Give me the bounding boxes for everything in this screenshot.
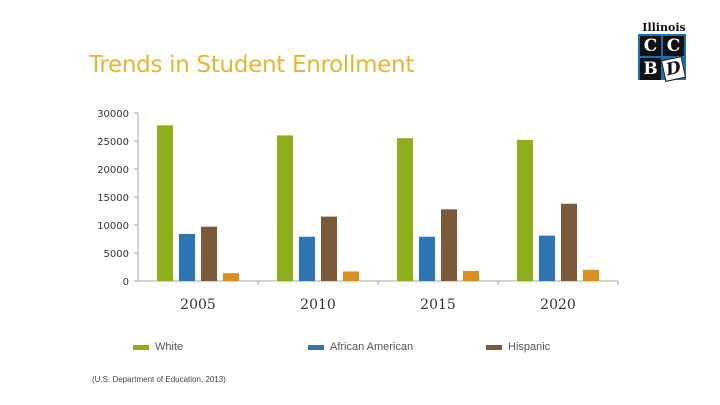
bar-white-2010 — [277, 135, 293, 281]
legend-label-hispanic: Hispanic — [508, 341, 551, 353]
logo-state-label: Illinois — [642, 21, 686, 34]
illinois-ccbd-logo: Illinois C C B D — [636, 22, 692, 82]
bar-white-2005 — [157, 125, 173, 281]
legend-swatch-white — [133, 344, 149, 350]
y-tick-label: 20000 — [97, 165, 129, 176]
bar-series-4-2010 — [343, 271, 359, 281]
bar-african-american-2020 — [539, 235, 555, 281]
legend-item-white: White — [133, 340, 183, 354]
enrollment-bar-chart: 0 5000 10000 15000 20000 25000 30000 2005 2010 20… — [97, 109, 619, 313]
bar-hispanic-2015 — [441, 209, 457, 281]
bar-hispanic-2005 — [201, 226, 217, 281]
bar-white-2020 — [517, 139, 533, 281]
y-tick-label: 25000 — [97, 137, 129, 148]
legend-swatch-african-american — [308, 344, 324, 350]
logo-letter-c1: C — [640, 36, 661, 56]
bar-series-4-2005 — [223, 273, 239, 281]
y-tick-label: 30000 — [97, 109, 129, 120]
x-tick-label-2020: 2020 — [540, 297, 576, 313]
bar-series-4-2015 — [463, 270, 479, 281]
source-citation: (U.S. Department of Education, 2013) — [92, 375, 226, 384]
x-tick-label-2010: 2010 — [300, 297, 336, 313]
legend-label-african-american: African American — [330, 341, 414, 353]
logo-letter-b: B — [640, 58, 661, 80]
legend-item-hispanic: Hispanic — [486, 340, 550, 354]
legend-label-white: White — [155, 341, 184, 353]
legend-item-african-american: African American — [308, 340, 413, 354]
y-tick-label: 10000 — [97, 221, 129, 232]
x-tick-label-2005: 2005 — [180, 297, 216, 313]
bar-white-2015 — [397, 138, 413, 281]
bar-african-american-2005 — [179, 233, 195, 281]
bar-hispanic-2010 — [321, 216, 337, 281]
bar-series-4-2020 — [583, 269, 599, 281]
logo-grid: C C B D — [638, 34, 687, 82]
y-tick-label: 0 — [123, 277, 129, 288]
y-tick-label: 15000 — [97, 193, 129, 204]
bar-hispanic-2020 — [561, 203, 577, 281]
slide-title: Trends in Student Enrollment — [89, 52, 415, 78]
bar-african-american-2015 — [419, 236, 435, 281]
x-tick-label-2015: 2015 — [420, 297, 456, 313]
y-tick-label: 5000 — [104, 249, 129, 260]
legend-swatch-hispanic — [486, 344, 502, 350]
logo-letter-c2: C — [663, 36, 684, 56]
bar-african-american-2010 — [299, 236, 315, 281]
